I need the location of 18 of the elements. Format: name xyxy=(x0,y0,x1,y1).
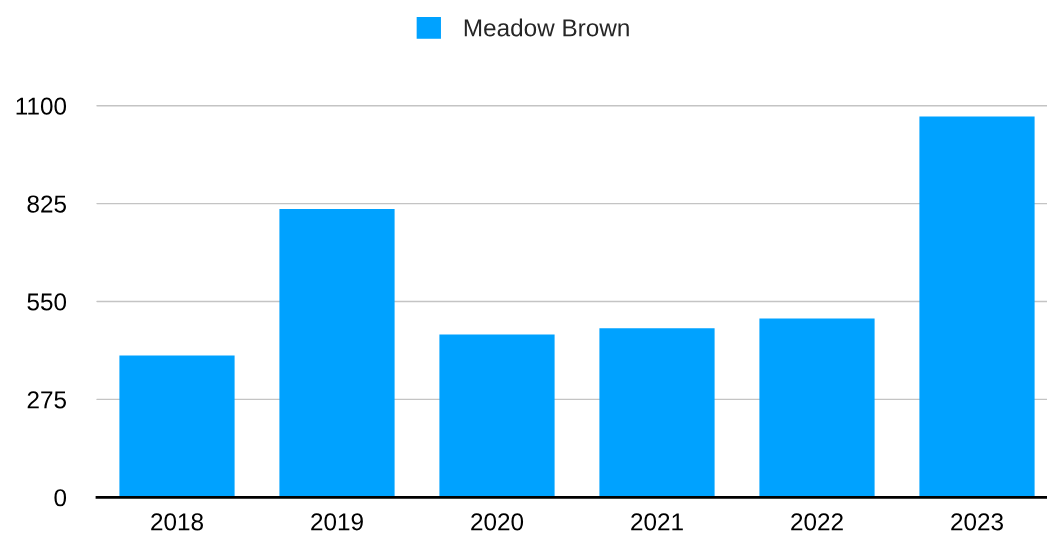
x-tick-label: 2021 xyxy=(631,513,683,531)
x-tick-label: 2020 xyxy=(471,513,524,531)
bar xyxy=(919,116,1035,498)
bar xyxy=(759,318,875,498)
bar xyxy=(599,328,715,498)
legend-label: Meadow Brown xyxy=(464,18,629,37)
x-tick-label: 2019 xyxy=(311,513,363,531)
y-tick-label: 1100 xyxy=(16,97,67,115)
y-tick-label: 550 xyxy=(27,293,67,311)
x-tick-label: 2018 xyxy=(151,513,203,531)
y-tick-label: 275 xyxy=(27,391,66,409)
x-tick-label: 2022 xyxy=(791,513,843,531)
bar xyxy=(119,355,235,498)
y-tick-label: 825 xyxy=(27,195,66,213)
x-tick-label: 2023 xyxy=(951,513,1003,531)
y-tick-label: 0 xyxy=(54,489,67,507)
bar xyxy=(439,334,555,498)
bar xyxy=(279,208,395,498)
